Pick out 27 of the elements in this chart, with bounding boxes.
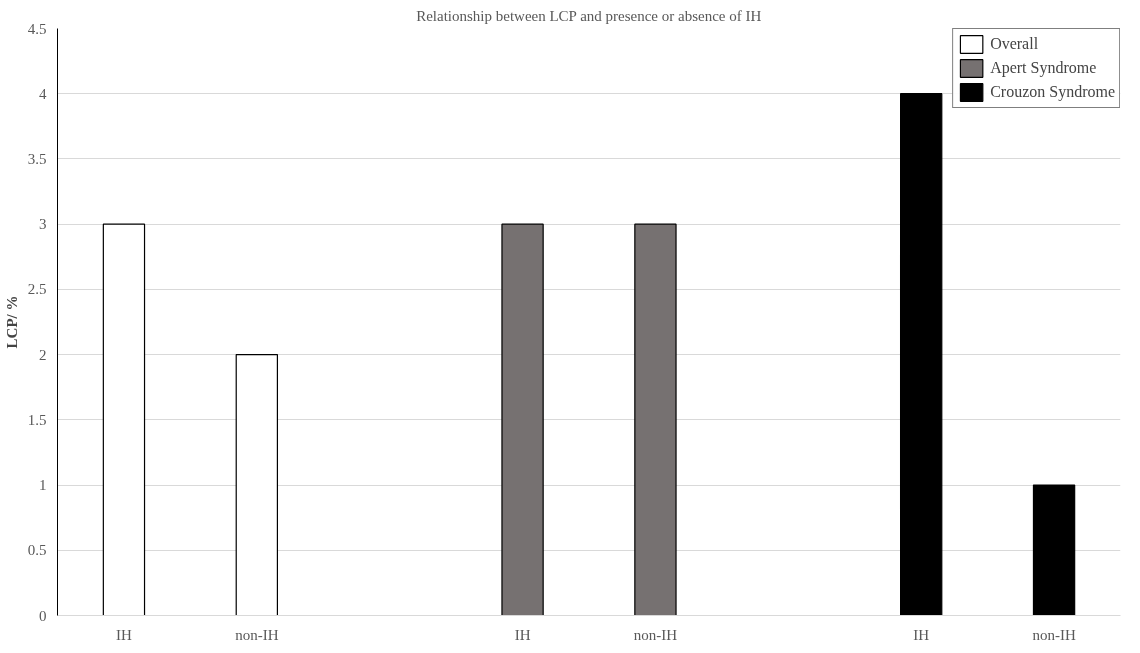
y-tick-label: 3.5 <box>27 150 47 167</box>
y-tick-label: 2.5 <box>27 281 47 298</box>
y-axis-title: LCP/ % <box>3 295 20 349</box>
legend-label: Crouzon Syndrome <box>990 83 1115 101</box>
bar <box>634 223 677 616</box>
x-tick-label: IH <box>913 626 930 643</box>
y-tick-label: 3 <box>39 216 47 233</box>
y-tick-label: 0.5 <box>27 542 47 559</box>
y-tick-label: 4 <box>39 85 47 102</box>
chart-title: Relationship between LCP and presence or absence of IH <box>416 7 762 24</box>
legend-label: Overall <box>990 35 1039 53</box>
x-tick-label: IH <box>116 626 133 643</box>
y-tick-label: 1.5 <box>27 411 47 428</box>
y-tick-label: 0 <box>39 607 47 624</box>
bar <box>899 93 943 616</box>
y-tick-label: 2 <box>39 346 47 363</box>
bar <box>102 223 146 616</box>
x-tick-label: non-IH <box>1032 626 1076 643</box>
x-tick-label: IH <box>514 626 531 643</box>
bar <box>235 354 279 616</box>
x-tick-label: non-IH <box>633 626 678 643</box>
y-tick-label: 4.5 <box>27 20 47 37</box>
y-tick-label: 1 <box>39 477 47 494</box>
bar <box>501 223 544 616</box>
x-tick-label: non-IH <box>235 626 279 643</box>
legend-label: Apert Syndrome <box>990 59 1097 77</box>
bar <box>1032 484 1076 616</box>
